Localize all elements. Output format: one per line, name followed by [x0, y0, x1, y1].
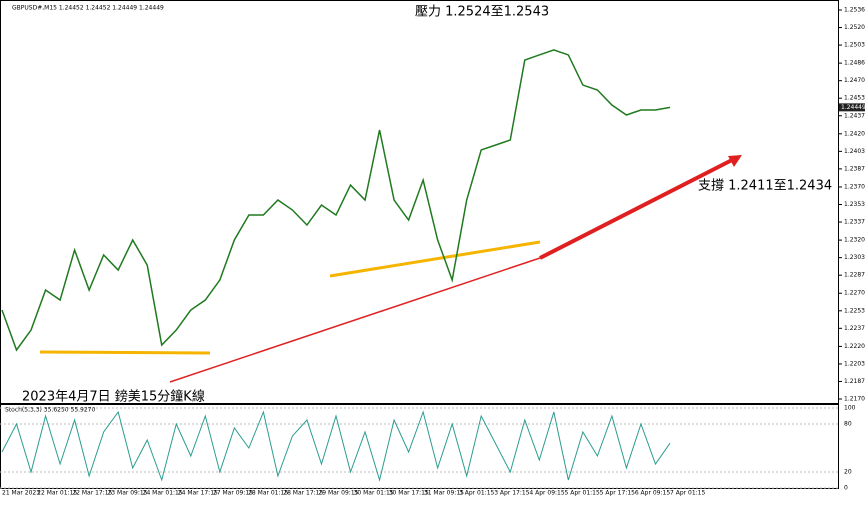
x-tick-label: 23 Mar 09:15	[107, 490, 147, 497]
price-line	[1, 49, 671, 352]
y-tick-label: 1.22200	[844, 343, 865, 350]
x-tick-label: 3 Apr 17:15	[494, 490, 529, 497]
stoch-panel	[0, 404, 839, 489]
x-tick-label: 27 Mar 09:15	[213, 490, 253, 497]
y-tick-label: 1.23035	[844, 254, 865, 261]
y-tick-label: 1.22870	[844, 272, 865, 279]
x-tick-label: 24 Mar 17:15	[178, 490, 218, 497]
resistance-note: 壓力 1.2524至1.2543	[415, 5, 549, 20]
y-tick-label: 1.23200	[844, 237, 865, 244]
x-tick-label: 28 Mar 01:15	[248, 490, 288, 497]
y-tick-label: 1.25035	[844, 42, 865, 49]
y-tick-label: 1.23700	[844, 183, 865, 190]
x-tick-label: 30 Mar 01:15	[354, 490, 394, 497]
x-tick-label: 29 Mar 09:15	[318, 490, 358, 497]
price-tag-label: 1.24449	[841, 104, 865, 111]
x-tick-label: 6 Apr 09:15	[635, 490, 670, 497]
stoch-tick-label: 0	[844, 485, 848, 492]
x-tick-label: 22 Mar 01:15	[37, 490, 77, 497]
y-tick-label: 1.24035	[844, 148, 865, 155]
x-tick-label: 31 Mar 09:15	[424, 490, 464, 497]
y-tick-label: 1.22535	[844, 307, 865, 314]
stoch-tick-label: 100	[844, 405, 856, 412]
price-tag	[839, 103, 865, 112]
stoch-line	[1, 410, 671, 482]
x-tick-label: 7 Apr 01:15	[670, 490, 705, 497]
stoch-tick-label: 80	[844, 421, 852, 428]
x-tick-label: 28 Mar 17:15	[283, 490, 323, 497]
header: GBPUSD#,M15 1.24452 1.24452 1.24449 1.24…	[12, 5, 164, 12]
x-tick-label: 5 Apr 17:15	[600, 490, 635, 497]
arrow-head	[728, 155, 742, 167]
y-tick-label: 1.24370	[844, 112, 865, 119]
x-tick-label: 21 Mar 2023	[2, 490, 40, 497]
x-tick-label: 4 Apr 09:15	[529, 490, 564, 497]
x-tick-label: 5 Apr 01:15	[565, 490, 600, 497]
x-tick-label: 24 Mar 01:15	[143, 490, 183, 497]
y-tick-label: 1.22035	[844, 360, 865, 367]
trend-arrow	[539, 158, 733, 260]
y-tick-label: 1.21870	[844, 378, 865, 385]
x-tick-label: 30 Mar 17:15	[389, 490, 429, 497]
y-tick-label: 1.23535	[844, 201, 865, 208]
support-note: 支撐 1.2411至1.2434	[698, 179, 832, 194]
y-tick-label: 1.23370	[844, 219, 865, 226]
main-panel	[0, 0, 839, 404]
trend-line	[169, 257, 541, 383]
y-tick-label: 1.25365	[844, 7, 865, 14]
y-tick-label: 1.21705	[844, 396, 865, 403]
y-tick-label: 1.22700	[844, 290, 865, 297]
y-tick-label: 1.24700	[844, 77, 865, 84]
support-line	[39, 350, 211, 355]
y-tick-label: 1.22370	[844, 325, 865, 332]
stoch-tick-label: 20	[844, 469, 852, 476]
support-line	[329, 240, 541, 278]
chart-caption: 2023年4月7日 鎊美15分鐘K線	[22, 389, 205, 405]
x-tick-label: 3 Apr 01:15	[459, 490, 494, 497]
y-tick-label: 1.23870	[844, 165, 865, 172]
y-tick-label: 1.24865	[844, 60, 865, 67]
y-tick-label: 1.24535	[844, 95, 865, 102]
y-tick-label: 1.25200	[844, 24, 865, 31]
stoch-label: Stoch(5,3,3) 35.6250 55.9270	[5, 407, 96, 414]
y-tick-label: 1.24200	[844, 130, 865, 137]
x-tick-label: 22 Mar 17:15	[72, 490, 112, 497]
